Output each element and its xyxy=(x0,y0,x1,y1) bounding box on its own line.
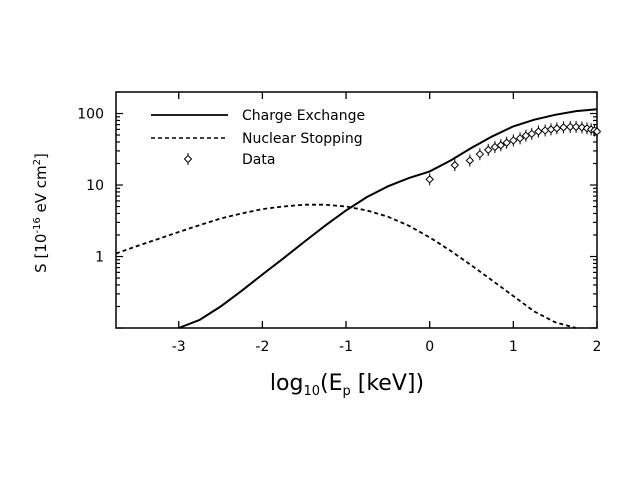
legend-label: Charge Exchange xyxy=(242,108,365,124)
x-axis-title-open: (E xyxy=(320,371,342,396)
data-point xyxy=(484,143,493,156)
y-axis-title: S [10-16 eV cm2] xyxy=(32,153,50,273)
y-axis-title-post: ] xyxy=(32,153,50,159)
series-layer xyxy=(115,108,602,329)
data-point-marker xyxy=(552,124,562,133)
x-axis-title-sub: 10 xyxy=(303,384,320,399)
data-point xyxy=(540,124,550,137)
data-point-marker xyxy=(465,156,475,165)
x-tick-label: 0 xyxy=(425,339,434,355)
data-point-marker xyxy=(515,134,525,143)
y-axis-title-exp: -16 xyxy=(32,217,43,233)
data-point-marker xyxy=(475,149,485,159)
x-axis-title-sub2: p xyxy=(343,384,351,399)
plot-frame xyxy=(115,91,598,329)
data-point-marker xyxy=(509,136,518,145)
y-axis-title-mid: eV cm xyxy=(32,165,50,217)
data-point xyxy=(475,148,485,161)
legend-label: Nuclear Stopping xyxy=(242,131,363,147)
nuclear-stopping-line xyxy=(115,203,577,329)
data-point-marker xyxy=(546,125,556,134)
legend-label: Data xyxy=(242,152,275,168)
data-point-marker xyxy=(559,123,568,132)
y-axis-ticks: 1 10 100 xyxy=(77,91,597,329)
data-point xyxy=(534,125,543,138)
data-point-marker xyxy=(502,138,511,147)
data-point xyxy=(465,154,475,167)
data-point xyxy=(527,127,536,140)
data-point xyxy=(425,173,434,186)
data-point-marker xyxy=(484,145,493,155)
y-tick-label: 1 xyxy=(95,250,104,266)
y-axis-title-pre: S [10 xyxy=(32,234,50,273)
x-tick-label: -1 xyxy=(339,339,353,355)
data-point xyxy=(496,139,506,152)
data-point xyxy=(552,122,562,135)
data-point-marker xyxy=(577,123,587,132)
x-tick-label: -2 xyxy=(255,339,269,355)
charge-exchange-line xyxy=(178,108,598,329)
data-point xyxy=(515,132,525,145)
data-point xyxy=(502,136,511,149)
x-axis-title-main: log xyxy=(270,371,304,396)
y-tick-label: 100 xyxy=(77,107,104,123)
data-point xyxy=(546,123,556,136)
data-point-marker xyxy=(571,122,581,132)
data-point xyxy=(559,121,568,134)
data-point xyxy=(521,129,531,142)
legend: Charge Exchange Nuclear Stopping Data xyxy=(151,108,365,168)
data-point-marker xyxy=(534,127,543,136)
data-point-marker xyxy=(496,141,506,150)
data-point-marker xyxy=(566,122,575,132)
data-point xyxy=(577,121,587,134)
x-axis-title: log10(Ep [keV]) xyxy=(270,371,424,399)
legend-data-marker xyxy=(183,154,193,164)
x-tick-label: -3 xyxy=(172,339,186,355)
data-point xyxy=(509,134,518,147)
x-tick-label: 2 xyxy=(593,339,602,355)
y-axis-title-exp2: 2 xyxy=(32,159,43,165)
data-point xyxy=(571,120,581,133)
data-point-marker xyxy=(527,129,536,139)
data-point xyxy=(450,159,459,172)
data-point-marker xyxy=(592,127,602,136)
data-point-marker xyxy=(540,126,550,135)
data-point-marker xyxy=(425,175,434,184)
data-point xyxy=(592,125,602,138)
data-point xyxy=(566,120,575,133)
data-point-marker xyxy=(450,160,459,170)
x-axis-title-tail: [keV]) xyxy=(351,371,424,396)
data-point xyxy=(490,141,500,154)
y-tick-label: 10 xyxy=(86,178,104,194)
x-tick-label: 1 xyxy=(509,339,518,355)
x-axis-ticks: -3 -2 -1 0 1 2 xyxy=(172,92,602,355)
